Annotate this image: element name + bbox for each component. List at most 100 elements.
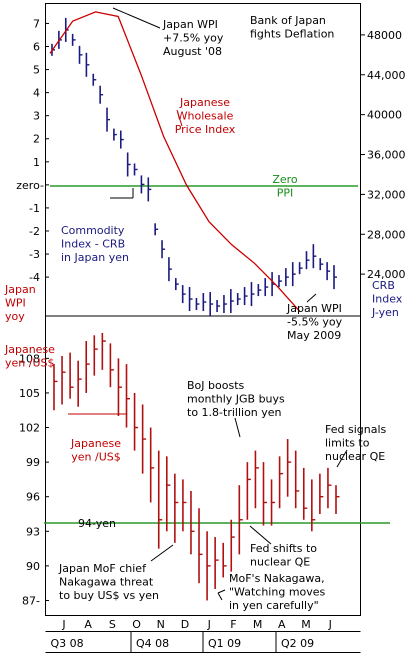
crb-tick-label: 36,000 bbox=[367, 149, 406, 162]
text-line: Japan WPI bbox=[286, 302, 342, 315]
yen-tick-label: 102 bbox=[19, 422, 40, 435]
crb-tick-label: 24,000 bbox=[367, 268, 406, 281]
yen-94-label: 94-yen bbox=[78, 517, 116, 530]
text-line: Fed signals bbox=[325, 423, 387, 436]
text-line: Nakagawa threat bbox=[59, 576, 154, 589]
text-line: Japan WPI bbox=[162, 18, 218, 31]
text-line: May 2009 bbox=[287, 329, 341, 342]
ppi-axis-ticks: 7 6 5 4 3 2 1 zero- -1 -2 -3 -4 bbox=[16, 17, 49, 284]
text-line: nuclear QE bbox=[250, 556, 310, 569]
ppi-tick-label: 5 bbox=[33, 64, 40, 77]
note-boj-jgb: BoJ boosts monthly JGB buys to 1.8-trillio… bbox=[187, 379, 285, 419]
text-line: PPI bbox=[277, 187, 294, 200]
note-mof-watch: MoF's Nakagawa, "Watching moves in yen car… bbox=[229, 572, 326, 612]
text-line: nuclear QE bbox=[325, 450, 385, 463]
text-line: yen /US$ bbox=[71, 451, 120, 464]
chart-title: Bank of Japan fights Deflation bbox=[250, 14, 334, 41]
ppi-tick-label: -2 bbox=[29, 225, 40, 238]
text-line: WPI bbox=[5, 297, 26, 310]
ppi-tick-label: 6 bbox=[33, 41, 40, 54]
month-label: M bbox=[301, 618, 311, 631]
crb-series-label: Commodity Index - CRB in Japan yen bbox=[61, 224, 129, 264]
quarter-label: Q3 08 bbox=[51, 637, 84, 650]
yen-tick-label: 108 bbox=[19, 352, 40, 365]
text-line: Fed shifts to bbox=[250, 542, 317, 555]
pointer-trough bbox=[306, 293, 317, 303]
ppi-tick-label: 4 bbox=[33, 87, 40, 100]
pointer-ppi-series bbox=[176, 109, 183, 127]
x-axis: J A S O N D J F M A M J Q3 08 Q4 08 Q1 09 Q2 09 bbox=[51, 618, 332, 653]
zero-ppi-label: Zero PPI bbox=[272, 173, 298, 200]
note-mof-threat: Japan MoF chief Nakagawa threat to buy US$… bbox=[58, 562, 159, 602]
month-label: N bbox=[157, 618, 165, 631]
ppi-series-label: Japanese Wholesale Price Index bbox=[175, 96, 236, 136]
pointer-mof-watch bbox=[217, 589, 226, 594]
crb-tick-label: 32,000 bbox=[367, 188, 406, 201]
text-line: CRB bbox=[372, 279, 395, 292]
pointer-peak bbox=[112, 7, 161, 29]
ppi-tick-label: 2 bbox=[33, 133, 40, 146]
ppi-tick-label: 1 bbox=[33, 156, 40, 169]
text-line: +7.5% yoy bbox=[163, 32, 224, 45]
yen-tick-label: 105 bbox=[19, 387, 40, 400]
month-label: D bbox=[181, 618, 189, 631]
text-line: Bank of Japan bbox=[250, 14, 326, 27]
text-line: in Japan yen bbox=[61, 251, 129, 264]
quarter-label: Q2 09 bbox=[281, 637, 314, 650]
ppi-axis-label: Japan WPI yoy bbox=[4, 283, 36, 323]
month-label: S bbox=[109, 618, 116, 631]
text-line: yen /US$ bbox=[5, 357, 54, 370]
crb-bars bbox=[51, 17, 337, 317]
ppi-tick-label: -1 bbox=[29, 202, 40, 215]
month-label: O bbox=[132, 618, 141, 631]
pointer-mof-threat bbox=[150, 544, 174, 562]
text-line: Zero bbox=[272, 173, 298, 186]
text-line: August '08 bbox=[163, 45, 222, 58]
ppi-tick-label: -3 bbox=[29, 248, 40, 261]
text-line: MoF's Nakagawa, bbox=[229, 572, 325, 585]
text-line: Index bbox=[372, 293, 403, 306]
text-line: monthly JGB buys bbox=[187, 393, 285, 406]
text-line: Japanese bbox=[70, 437, 121, 450]
yen-tick-label: 99 bbox=[26, 456, 40, 469]
month-label: M bbox=[253, 618, 263, 631]
yen-tick-label: 87- bbox=[22, 594, 40, 607]
annotation-pointers bbox=[110, 7, 348, 601]
text-line: BoJ boosts bbox=[187, 379, 245, 392]
month-label: J bbox=[207, 618, 211, 631]
note-fed-limits: Fed signals limits to nuclear QE bbox=[325, 423, 387, 463]
pointer-mof-watch-2 bbox=[217, 592, 223, 601]
month-label: A bbox=[278, 618, 286, 631]
note-wpi-trough: Japan WPI -5.5% yoy May 2009 bbox=[286, 302, 343, 342]
text-line: Japanese bbox=[179, 96, 230, 109]
text-line: Japanese bbox=[4, 343, 55, 356]
note-wpi-peak: Japan WPI +7.5% yoy August '08 bbox=[162, 18, 224, 58]
ppi-tick-label: 7 bbox=[33, 17, 40, 30]
pointer-fed-shift bbox=[249, 525, 272, 545]
text-line: to 1.8-trillion yen bbox=[187, 406, 282, 419]
text-line: fights Deflation bbox=[250, 28, 334, 41]
text-line: -5.5% yoy bbox=[287, 316, 343, 329]
pointer-boj bbox=[234, 417, 241, 438]
text-line: Commodity bbox=[61, 224, 125, 237]
text-line: Japan MoF chief bbox=[58, 562, 147, 575]
yen-axis-ticks: 108 105 102 99 96 93 90 87- bbox=[19, 352, 49, 607]
chart-frame bbox=[45, 3, 361, 616]
text-line: Wholesale bbox=[177, 110, 234, 123]
crb-tick-label: 40000 bbox=[367, 109, 402, 122]
text-line: to buy US$ vs yen bbox=[59, 589, 159, 602]
quarter-label: Q1 09 bbox=[208, 637, 241, 650]
crb-axis-ticks: 48000 44,000 40000 36,000 32,000 28,000 24,000 bbox=[360, 29, 406, 281]
ppi-tick-label: zero- bbox=[16, 179, 44, 192]
text-line: in yen carefully" bbox=[229, 599, 319, 612]
crb-tick-label: 44,000 bbox=[367, 69, 406, 82]
text-line: limits to bbox=[325, 437, 370, 450]
yen-series-label: Japanese yen /US$ bbox=[70, 437, 121, 464]
text-line: J-yen bbox=[371, 306, 399, 319]
crb-axis-label: CRB Index J-yen bbox=[371, 279, 403, 319]
yen-tick-label: 96 bbox=[26, 491, 40, 504]
crb-tick-label: 48000 bbox=[367, 29, 402, 42]
month-label: F bbox=[230, 618, 236, 631]
yen-axis-label: Japanese yen /US$ bbox=[4, 343, 55, 370]
